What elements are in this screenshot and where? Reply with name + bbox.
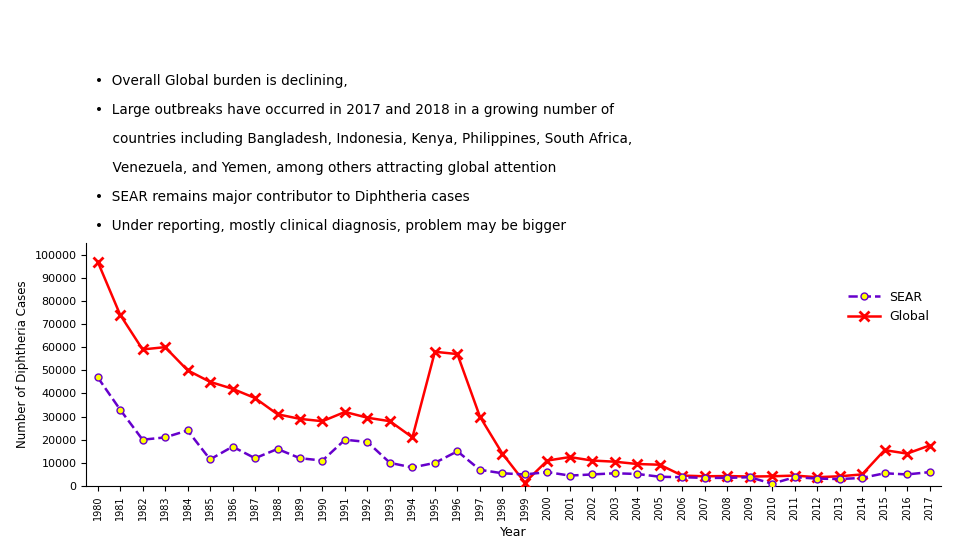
Text: •  Large outbreaks have occurred in 2017 and 2018 in a growing number of: • Large outbreaks have occurred in 2017 … [95,103,614,117]
Text: •  Under reporting, mostly clinical diagnosis, problem may be bigger: • Under reporting, mostly clinical diagn… [95,219,566,233]
Text: •  SEAR remains major contributor to Diphtheria cases: • SEAR remains major contributor to Diph… [95,190,469,204]
Text: Venezuela, and Yemen, among others attracting global attention: Venezuela, and Yemen, among others attra… [95,161,556,175]
X-axis label: Year: Year [500,526,527,539]
Text: Global Burden of Diphtheria: Global Burden of Diphtheria [217,16,743,49]
Text: countries including Bangladesh, Indonesia, Kenya, Philippines, South Africa,: countries including Bangladesh, Indonesi… [95,132,633,146]
Y-axis label: Number of Diphtheria Cases: Number of Diphtheria Cases [16,281,29,448]
Text: •  Overall Global burden is declining,: • Overall Global burden is declining, [95,74,348,88]
Legend: SEAR, Global: SEAR, Global [843,286,934,328]
